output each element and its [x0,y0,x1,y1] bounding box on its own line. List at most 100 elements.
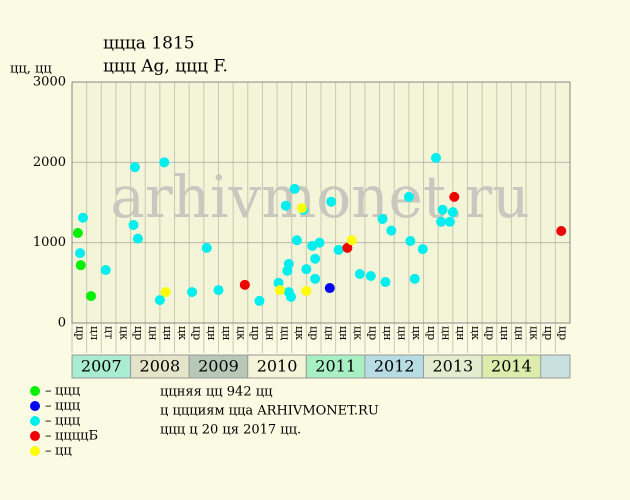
legend-label: цц [55,444,72,459]
column-label: цк [527,326,540,340]
point [75,260,86,271]
column-label: цр [557,326,570,340]
point [447,207,458,218]
legend-label: ццццБ [55,429,98,444]
plot-frame [71,81,571,324]
point [285,291,296,302]
year-label: 2010 [257,357,298,376]
point [77,212,88,223]
column-label: цн [396,326,409,340]
point [72,228,83,239]
point [160,287,171,298]
column-label: цн [205,326,218,340]
point [187,287,198,298]
column-label: цк [293,326,306,340]
column-label: цк [352,326,365,340]
column-label: цк [234,326,247,340]
column-label: цр [132,326,145,340]
column-label: цн [147,326,160,340]
point [289,183,300,194]
legend-label: ццц [55,399,80,414]
y-axis-label: цц, цц [10,62,52,77]
legend-marker [30,431,40,441]
note: ццц ц 20 ця 2017 цц. [160,423,301,438]
column-label: цк [410,326,423,340]
point [282,265,293,276]
point [342,242,353,253]
legend-label: ццц [55,414,80,429]
year-label: 2011 [315,357,356,376]
column-label: цк [469,326,482,340]
point [310,273,321,284]
legend-dash: – [45,399,52,414]
point [213,285,224,296]
column-label: цр [191,326,204,340]
year-label: 2009 [198,357,239,376]
point [405,236,416,247]
column-label: цр [483,326,496,340]
chart-subtitle: ццц Ag, ццц F. [103,57,228,77]
note: ц ццциям цца ARHIVMONET.RU [160,404,379,419]
point [437,204,448,215]
column-label: цн [337,326,350,340]
legend-label: ццц [55,384,80,399]
point [556,226,567,237]
point [449,191,460,202]
point [254,295,265,306]
point [132,233,143,244]
year-band [481,354,542,379]
point [436,216,447,227]
year-label: 2008 [140,357,181,376]
point [129,162,140,173]
point [274,285,285,296]
point [365,271,376,282]
column-label: цл [88,326,101,340]
note: ццняя цц 942 цц [160,385,272,400]
point [444,216,455,227]
point [333,244,344,255]
column-label: цн [161,326,174,340]
column-label: цн [440,326,453,340]
column-label: цр [249,326,262,340]
legend-marker [30,386,40,396]
point [324,283,335,294]
point [377,213,388,224]
column-label: цр [542,326,555,340]
column-label: цн [322,326,335,340]
column-label: цн [513,326,526,340]
column-label: цк [117,326,130,340]
legend-dash: – [45,429,52,444]
point [201,242,212,253]
y-tick-label: 0 [58,316,66,331]
point [310,253,321,264]
point [314,237,325,248]
point [380,277,391,288]
watermark: arhivmonet.ru [110,163,529,231]
column-label: цн [264,326,277,340]
column-label: цр [308,326,321,340]
point [301,285,312,296]
point [301,264,312,275]
point [326,196,337,207]
point [296,203,307,214]
point [354,268,365,279]
legend-marker [30,416,40,426]
column-label: цн [454,326,467,340]
year-label: 2013 [432,357,473,376]
column-label: цт [103,326,116,339]
point [159,157,170,168]
point [386,225,397,236]
point [100,264,111,275]
column-label: цк [176,326,189,340]
column-label: цр [366,326,379,340]
point [86,291,97,302]
legend-dash: – [45,414,52,429]
column-label: цн [381,326,394,340]
point [417,244,428,255]
year-label: 2007 [81,357,122,376]
legend-marker [30,401,40,411]
y-tick-label: 1000 [33,235,66,250]
point [403,191,414,202]
point [430,152,441,163]
